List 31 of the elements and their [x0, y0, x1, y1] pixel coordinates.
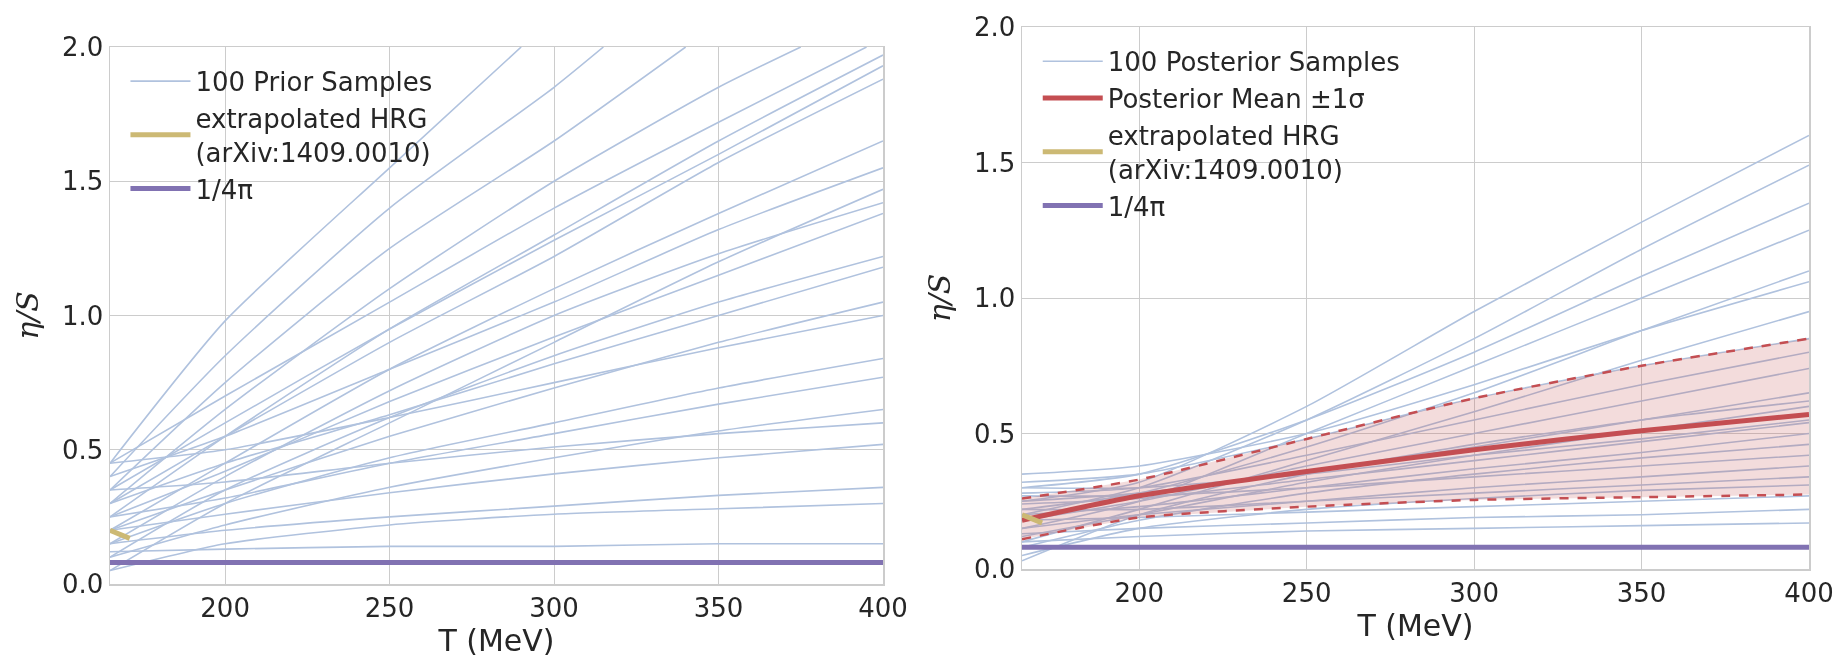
- legend-label: 1/4π: [1107, 191, 1166, 222]
- y-tick-label: 0.5: [61, 434, 104, 465]
- y-tick-label: 0.5: [973, 418, 1016, 449]
- legend-label: 100 Posterior Samples: [1107, 47, 1400, 78]
- x-tick-label: 300: [529, 592, 579, 623]
- x-tick-label: 400: [1784, 577, 1834, 608]
- x-tick-label: 400: [858, 592, 908, 623]
- y-tick-label: 0.0: [61, 569, 104, 600]
- x-axis-title: T (MeV): [437, 622, 555, 658]
- y-tick-label: 1.5: [61, 166, 104, 197]
- x-axis-title: T (MeV): [1356, 607, 1474, 643]
- y-tick-label: 0.0: [973, 554, 1016, 585]
- x-tick-label: 250: [364, 592, 415, 623]
- x-tick-label: 350: [693, 592, 744, 623]
- x-tick-label: 250: [1281, 577, 1332, 608]
- legend-label: extrapolated HRG (arXiv:1409.0010): [1107, 120, 1344, 185]
- y-tick-label: 1.0: [61, 300, 104, 331]
- legend-label: Posterior Mean ±1σ: [1107, 84, 1365, 115]
- x-tick-label: 350: [1616, 577, 1667, 608]
- y-tick-label: 1.0: [973, 283, 1016, 314]
- x-tick-label: 200: [1114, 577, 1165, 608]
- y-tick-label: 2.0: [973, 12, 1016, 43]
- y-tick-label: 1.5: [973, 147, 1016, 178]
- y-axis-title: η/S: [922, 273, 958, 323]
- x-tick-label: 300: [1449, 577, 1499, 608]
- y-tick-label: 2.0: [61, 32, 104, 63]
- legend-label: 1/4π: [195, 174, 253, 205]
- x-tick-label: 200: [200, 592, 250, 623]
- legend-label: extrapolated HRG (arXiv:1409.0010): [195, 104, 431, 168]
- y-axis-title: η/S: [10, 291, 46, 340]
- legend-label: 100 Prior Samples: [195, 67, 433, 98]
